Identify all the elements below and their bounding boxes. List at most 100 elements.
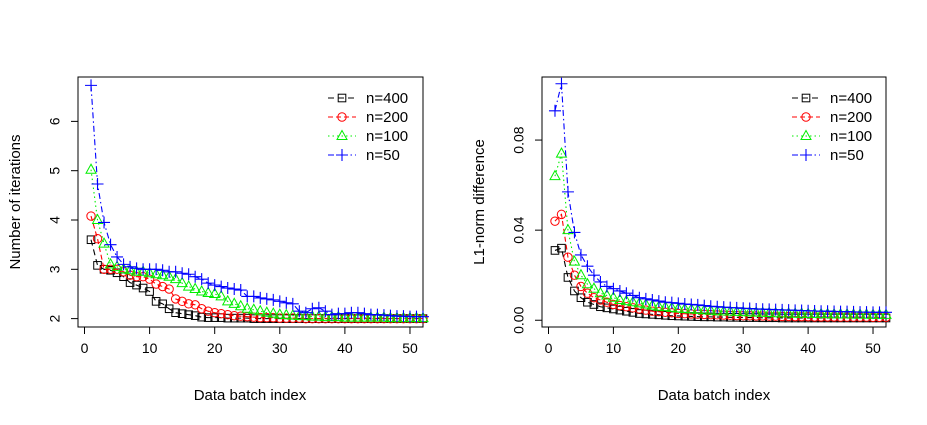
right-data-point-n-50 (587, 269, 600, 282)
left-data-point-n-400 (171, 308, 180, 318)
left-data-point-n-400 (223, 313, 233, 323)
right-data-point-n-200 (634, 304, 645, 314)
right-data-point-n-100 (594, 286, 607, 298)
right-y-tick-label: 0.04 (511, 216, 527, 243)
left-data-point-n-100 (280, 308, 293, 320)
right-legend-item-n-100: n=100 (792, 128, 872, 145)
left-data-point-n-200 (183, 299, 194, 309)
right-legend-marker (801, 112, 811, 122)
right-legend-item-n-50: n=50 (792, 147, 864, 164)
right-data-point-n-200 (615, 300, 625, 311)
right-series-n-50 (548, 77, 892, 319)
left-data-point-n-200 (151, 279, 161, 289)
right-data-point-n-100 (652, 300, 665, 311)
right-data-point-n-100 (795, 307, 808, 318)
right-data-point-n-100 (698, 303, 711, 315)
left-data-point-n-50 (273, 295, 286, 308)
left-x-tick-label: 50 (402, 340, 418, 356)
left-data-point-n-50 (299, 306, 312, 319)
left-data-point-n-200 (92, 234, 103, 244)
left-data-point-n-50 (351, 306, 364, 319)
left-data-point-n-100 (260, 306, 273, 317)
left-data-point-n-50 (247, 290, 260, 303)
right-data-point-n-100 (789, 307, 801, 318)
left-plot-frame (77, 76, 424, 328)
right-data-point-n-50 (568, 226, 581, 239)
right-data-point-n-100 (678, 302, 691, 313)
left-data-point-n-100 (241, 302, 254, 313)
right-data-point-n-50 (620, 287, 633, 300)
left-data-point-n-50 (182, 268, 195, 281)
right-legend-marker (800, 149, 812, 161)
left-data-point-n-50 (280, 296, 293, 309)
left-data-point-n-100 (156, 268, 169, 280)
left-y-tick-label: 3 (47, 265, 63, 273)
left-data-point-n-200 (177, 296, 187, 307)
right-data-point-n-200 (608, 299, 619, 310)
right-data-point-n-100 (581, 277, 594, 289)
right-data-point-n-100 (802, 307, 814, 318)
right-data-point-n-400 (563, 273, 573, 282)
left-data-point-n-100 (299, 309, 312, 321)
left-data-point-n-50 (286, 297, 299, 310)
left-data-point-n-100 (273, 308, 286, 319)
right-data-point-n-400 (557, 243, 566, 253)
left-data-point-n-200 (203, 306, 213, 316)
right-data-point-n-400 (570, 286, 579, 296)
right-data-point-n-100 (847, 308, 860, 319)
left-data-point-n-50 (195, 273, 208, 286)
left-data-point-n-200 (229, 310, 239, 321)
left-data-point-n-200 (255, 312, 265, 323)
left-data-point-n-100 (345, 311, 358, 322)
left-data-point-n-100 (267, 307, 280, 318)
left-data-point-n-200 (157, 281, 168, 292)
right-data-point-n-100 (776, 306, 789, 318)
left-data-point-n-100 (234, 299, 247, 311)
right-data-point-n-200 (589, 293, 599, 303)
left-data-point-n-100 (208, 287, 221, 298)
right-data-point-n-50 (880, 306, 892, 319)
right-data-point-n-200 (641, 305, 651, 315)
right-data-point-n-200 (550, 216, 560, 226)
right-legend-item-n-400: n=400 (792, 90, 872, 107)
right-data-point-n-400 (550, 246, 560, 255)
left-data-point-n-50 (111, 250, 124, 263)
right-data-point-n-100 (711, 304, 724, 316)
right-series-n-100 (549, 147, 892, 319)
right-data-point-n-400 (576, 293, 586, 303)
right-data-point-n-50 (652, 295, 665, 308)
left-data-point-n-100 (358, 311, 371, 322)
left-data-point-n-100 (254, 304, 267, 316)
left-data-point-n-50 (254, 291, 267, 304)
left-data-point-n-50 (104, 238, 117, 251)
right-data-point-n-200 (647, 306, 658, 316)
left-data-point-n-400 (184, 310, 193, 319)
left-data-point-n-200 (223, 309, 233, 320)
right-series-line-n-200 (554, 213, 886, 318)
left-data-point-n-200 (99, 264, 109, 275)
right-data-point-n-400 (589, 300, 599, 309)
right-data-point-n-50 (639, 292, 652, 305)
right-data-point-n-50 (646, 293, 659, 306)
left-data-point-n-400 (210, 313, 219, 322)
left-data-point-n-50 (319, 305, 332, 318)
right-data-point-n-100 (659, 300, 672, 312)
right-data-point-n-100 (763, 306, 776, 318)
left-data-point-n-100 (195, 284, 208, 296)
left-legend-marker (337, 93, 347, 103)
left-y-tick-label: 6 (47, 117, 63, 125)
left-data-point-n-100 (215, 289, 228, 301)
left-data-point-n-100 (85, 163, 97, 174)
right-data-point-n-200 (569, 270, 580, 280)
left-legend-label: n=50 (366, 147, 400, 164)
left-data-point-n-200 (196, 304, 207, 314)
right-data-point-n-100 (750, 306, 763, 317)
left-data-point-n-50 (234, 284, 247, 297)
left-data-point-n-50 (176, 267, 189, 280)
right-data-point-n-100 (562, 223, 574, 235)
right-data-point-n-100 (646, 299, 659, 310)
left-data-point-n-100 (286, 309, 299, 320)
right-data-point-n-50 (633, 291, 646, 304)
right-x-axis-title: Data batch index (658, 387, 771, 404)
left-data-point-n-50 (169, 265, 182, 278)
